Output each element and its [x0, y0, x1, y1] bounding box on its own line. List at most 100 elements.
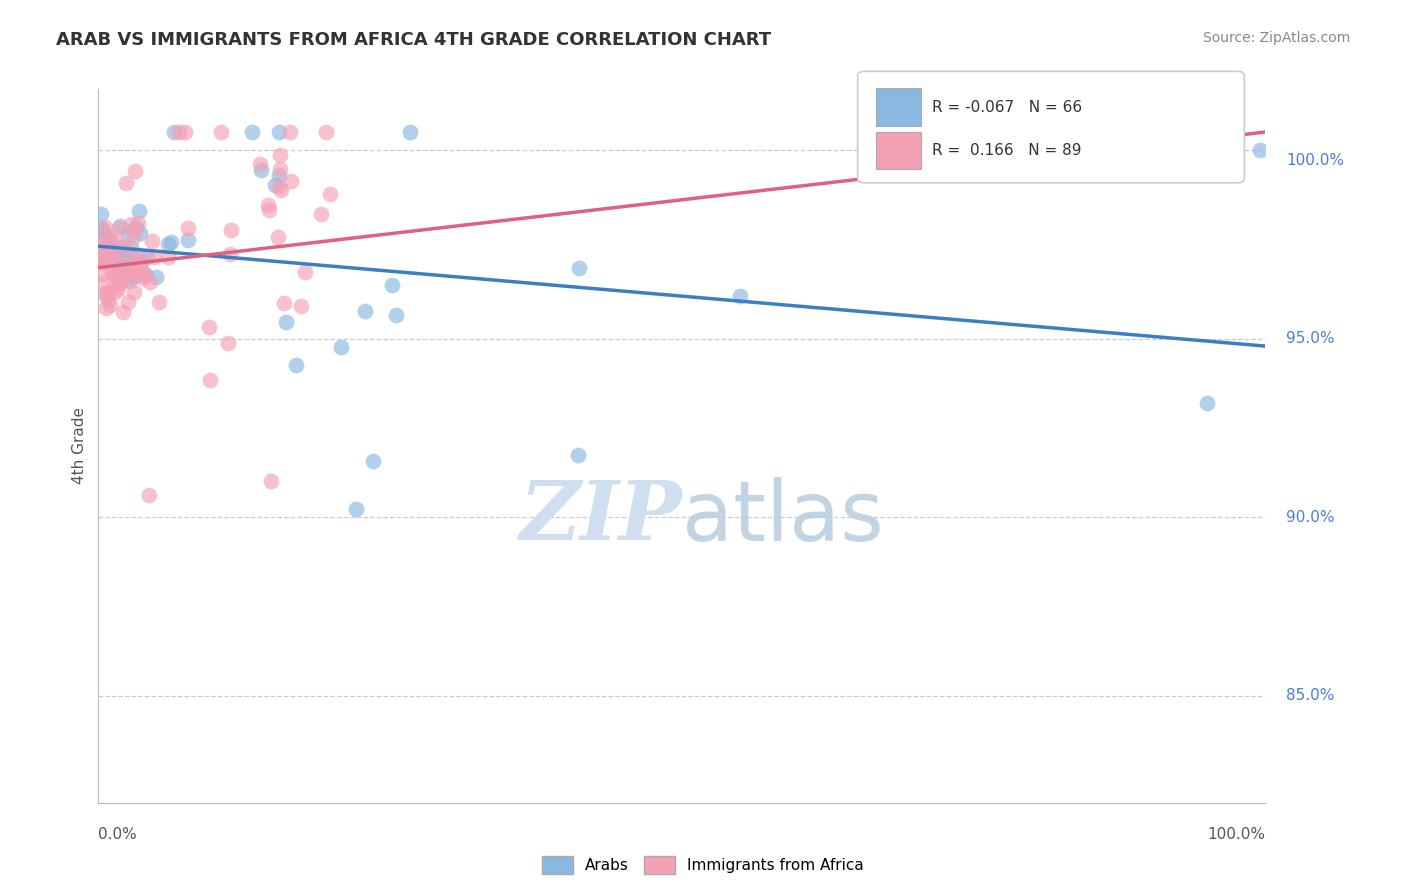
Point: [319, 187, 342, 202]
Point: [98, 235, 121, 249]
Text: 100.0%: 100.0%: [1208, 827, 1265, 841]
Point: [124, 268, 146, 283]
Legend: Arabs, Immigrants from Africa: Arabs, Immigrants from Africa: [536, 850, 870, 880]
Point: [91, 247, 114, 261]
Point: [276, 315, 298, 329]
Point: [256, 198, 278, 212]
Point: [100, 264, 122, 278]
Point: [264, 178, 287, 193]
Point: [1249, 143, 1271, 157]
Point: [260, 474, 283, 488]
Point: [117, 295, 139, 310]
Point: [91, 267, 114, 281]
Point: [104, 244, 127, 259]
Point: [125, 219, 148, 234]
Text: ZIP: ZIP: [519, 477, 682, 558]
Point: [145, 269, 167, 284]
Point: [218, 247, 240, 261]
Point: [269, 178, 291, 193]
Point: [104, 252, 127, 267]
Point: [135, 268, 157, 283]
Point: [107, 250, 129, 264]
Point: [94, 246, 117, 260]
Point: [89, 245, 111, 260]
Point: [108, 261, 131, 276]
Point: [91, 237, 114, 252]
Point: [209, 125, 232, 139]
Point: [94, 286, 117, 301]
Point: [104, 285, 127, 299]
Point: [107, 235, 129, 250]
Point: [97, 293, 120, 307]
Point: [157, 236, 180, 251]
Point: [128, 250, 150, 264]
Point: [280, 174, 302, 188]
Point: [107, 282, 129, 296]
Point: [89, 252, 111, 266]
Point: [97, 243, 120, 257]
Point: [93, 276, 115, 290]
Point: [269, 148, 291, 162]
Point: [269, 169, 291, 183]
Point: [167, 125, 190, 139]
Point: [108, 263, 131, 277]
Point: [132, 270, 155, 285]
Point: [108, 276, 131, 290]
Point: [162, 125, 184, 139]
Point: [399, 125, 422, 139]
Point: [90, 255, 112, 269]
Text: ARAB VS IMMIGRANTS FROM AFRICA 4TH GRADE CORRELATION CHART: ARAB VS IMMIGRANTS FROM AFRICA 4TH GRADE…: [56, 31, 772, 49]
Point: [101, 252, 124, 266]
Point: [157, 250, 180, 264]
Point: [138, 488, 160, 502]
Point: [91, 223, 114, 237]
Point: [125, 260, 148, 275]
Point: [114, 253, 136, 268]
Point: [267, 125, 290, 139]
Point: [132, 267, 155, 281]
Point: [94, 249, 117, 263]
Point: [257, 202, 280, 217]
Point: [94, 241, 117, 255]
Point: [110, 240, 132, 254]
Point: [217, 335, 239, 350]
Text: 90.0%: 90.0%: [1286, 510, 1334, 524]
Point: [141, 234, 163, 248]
Point: [148, 294, 170, 309]
Text: R =  0.166   N = 89: R = 0.166 N = 89: [932, 144, 1081, 158]
Point: [108, 219, 131, 233]
Point: [112, 305, 135, 319]
Point: [121, 267, 143, 281]
Point: [98, 298, 121, 312]
Point: [294, 265, 316, 279]
Point: [104, 246, 127, 260]
Point: [269, 162, 291, 177]
Text: R = -0.067   N = 66: R = -0.067 N = 66: [932, 100, 1083, 114]
Text: atlas: atlas: [682, 477, 883, 558]
Point: [122, 264, 145, 278]
Point: [177, 220, 200, 235]
Point: [114, 240, 136, 254]
Point: [90, 221, 112, 235]
Point: [242, 125, 264, 139]
Point: [120, 240, 142, 254]
Point: [117, 227, 139, 242]
Point: [361, 454, 384, 468]
Point: [219, 223, 242, 237]
Point: [250, 163, 273, 178]
Point: [568, 260, 591, 275]
Point: [385, 308, 408, 322]
Point: [1195, 396, 1218, 410]
Point: [136, 250, 159, 264]
Point: [118, 274, 141, 288]
Point: [108, 221, 131, 235]
Point: [1137, 136, 1160, 150]
Point: [198, 373, 221, 387]
Point: [284, 358, 307, 372]
Point: [329, 340, 352, 354]
Point: [127, 216, 149, 230]
Point: [121, 248, 143, 262]
Point: [103, 279, 125, 293]
Point: [110, 266, 132, 280]
Point: [139, 275, 162, 289]
